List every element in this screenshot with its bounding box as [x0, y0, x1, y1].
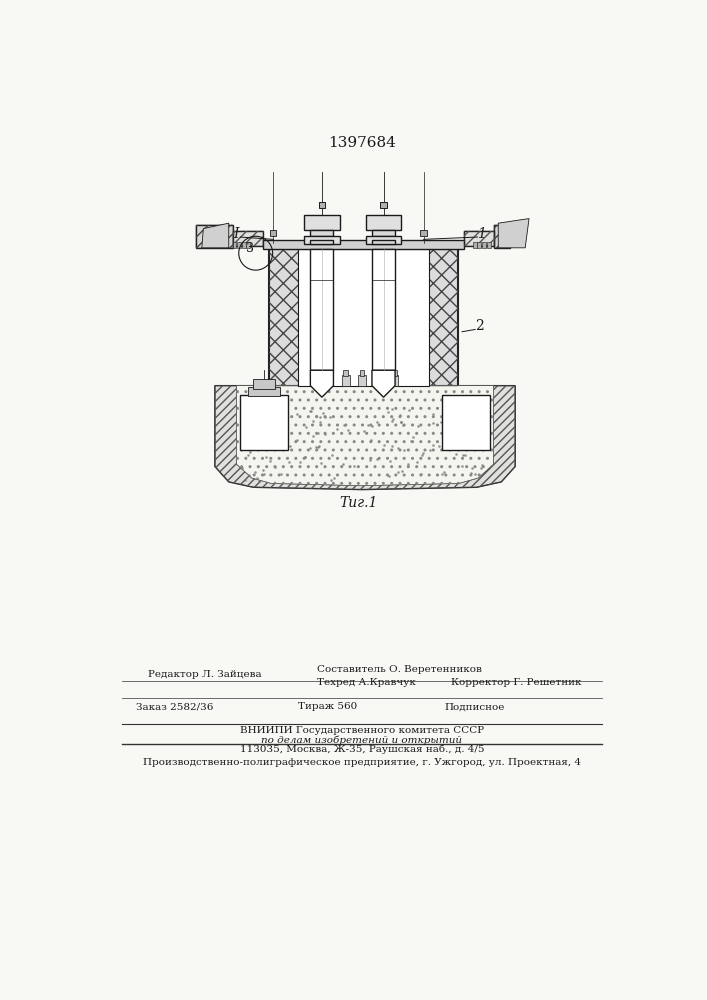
Bar [298, 249, 429, 386]
Bar [327, 370, 332, 376]
Bar [358, 375, 366, 386]
Bar [380, 202, 387, 208]
Bar [197, 225, 233, 248]
Bar [326, 375, 334, 386]
Bar [269, 249, 458, 386]
Text: 1397684: 1397684 [328, 136, 396, 150]
Bar [442, 395, 490, 450]
Bar [344, 370, 348, 376]
Text: Тираж 560: Тираж 560 [298, 702, 357, 711]
Bar [238, 242, 241, 248]
Bar [482, 242, 486, 248]
Bar [310, 249, 334, 370]
Bar [494, 225, 510, 248]
Text: 1: 1 [477, 227, 486, 241]
Text: 3: 3 [246, 242, 255, 255]
Text: Техред А.Кравчук: Техред А.Кравчук [317, 678, 416, 687]
Bar [253, 379, 275, 389]
Bar [262, 240, 464, 249]
Bar [421, 230, 426, 236]
Bar [240, 395, 288, 450]
Text: Корректор Г. Решетник: Корректор Г. Решетник [450, 678, 581, 687]
Polygon shape [310, 370, 334, 397]
Text: Производственно-полиграфическое предприятие, г. Ужгород, ул. Проектная, 4: Производственно-полиграфическое предприя… [143, 758, 581, 767]
Bar [233, 231, 262, 246]
Polygon shape [372, 370, 395, 397]
Text: ВНИИПИ Государственного комитета СССР: ВНИИПИ Государственного комитета СССР [240, 726, 484, 735]
Bar [374, 375, 382, 386]
Bar [366, 215, 402, 230]
Bar [390, 375, 398, 386]
Text: по делам изобретений и открытий: по делам изобретений и открытий [262, 735, 462, 745]
Bar [372, 249, 395, 370]
Bar [366, 236, 402, 244]
Bar [392, 370, 397, 376]
Bar [372, 230, 395, 236]
Text: Составитель О. Веретенников: Составитель О. Веретенников [317, 665, 482, 674]
Bar [477, 242, 481, 248]
Polygon shape [201, 223, 229, 248]
Bar [310, 230, 334, 236]
Bar [247, 242, 250, 248]
Bar [360, 370, 364, 376]
Polygon shape [215, 386, 515, 490]
Polygon shape [498, 219, 529, 248]
Polygon shape [236, 386, 493, 486]
Text: I: I [234, 227, 239, 241]
Bar [269, 249, 458, 386]
Bar [304, 236, 339, 244]
Bar [304, 215, 339, 230]
Text: 2: 2 [474, 319, 484, 333]
Text: 113035, Москва, Ж-35, Раушская наб., д. 4/5: 113035, Москва, Ж-35, Раушская наб., д. … [240, 744, 484, 754]
Bar [376, 370, 380, 376]
Bar [494, 225, 510, 248]
Bar [233, 231, 262, 246]
Bar [270, 230, 276, 236]
Bar [372, 240, 395, 244]
Text: Заказ 2582/36: Заказ 2582/36 [136, 702, 214, 711]
Bar [242, 242, 246, 248]
Bar [464, 231, 494, 246]
Bar [233, 242, 236, 248]
Bar [248, 387, 281, 396]
Bar [197, 225, 233, 248]
Bar [342, 375, 350, 386]
Bar [319, 202, 325, 208]
Bar [464, 231, 494, 246]
Bar [486, 242, 491, 248]
Text: Редактор Л. Зайцева: Редактор Л. Зайцева [148, 670, 262, 679]
Text: Τиг.1: Τиг.1 [339, 496, 378, 510]
Text: Подписное: Подписное [444, 702, 505, 711]
Bar [310, 240, 334, 244]
Bar [473, 242, 477, 248]
